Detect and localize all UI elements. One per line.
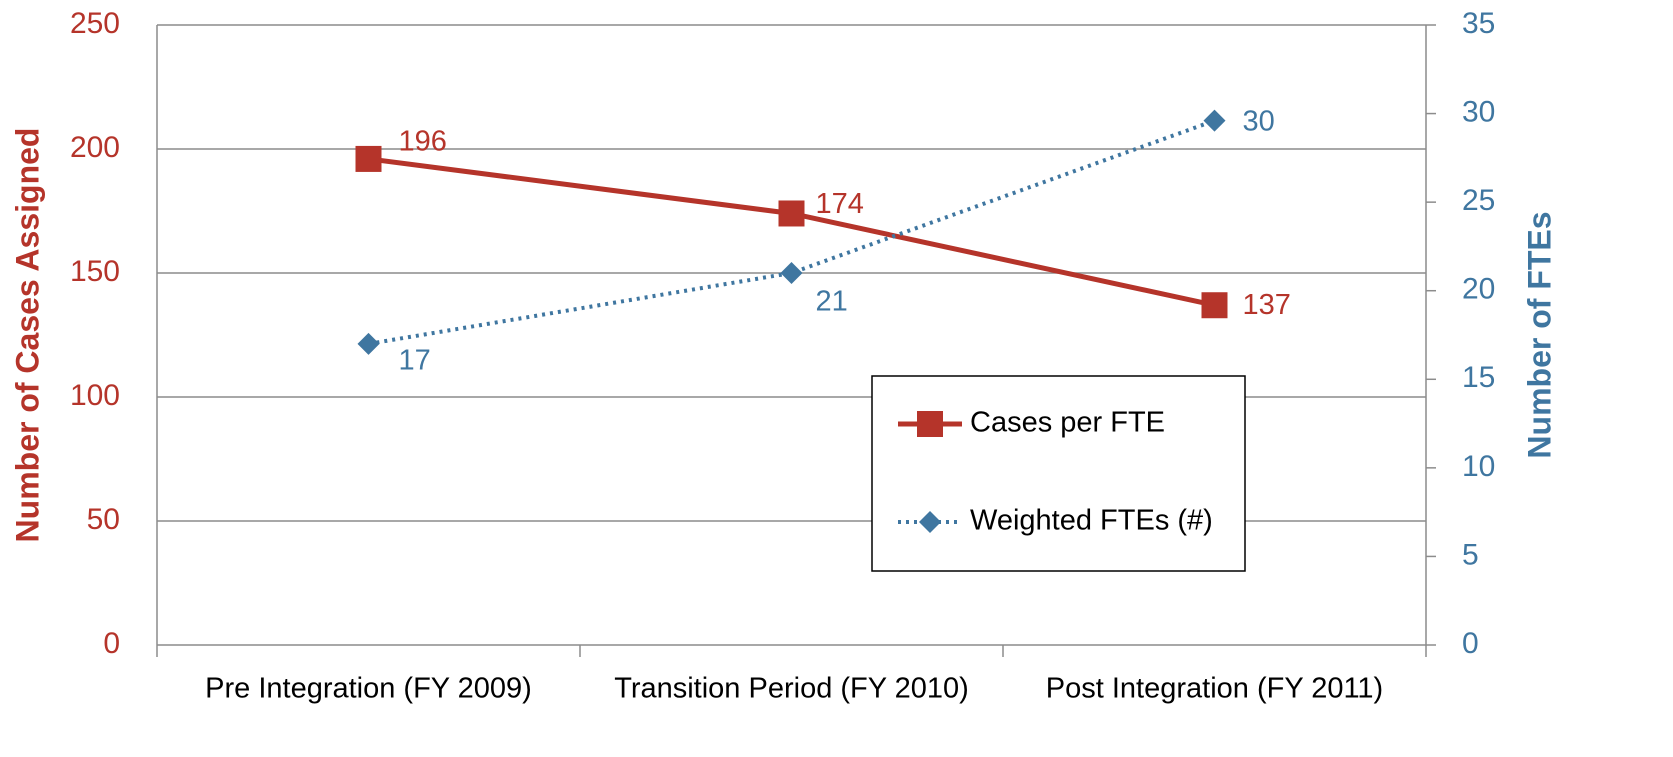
y-tick-label: 100 xyxy=(70,379,120,412)
y2-tick-label: 35 xyxy=(1462,7,1495,40)
legend-label: Weighted FTEs (#) xyxy=(970,505,1213,537)
marker xyxy=(1203,109,1226,132)
data-label: 21 xyxy=(816,286,848,318)
y-tick-label: 50 xyxy=(87,503,120,536)
marker xyxy=(917,411,943,437)
y-tick-label: 150 xyxy=(70,255,120,288)
y2-tick-label: 25 xyxy=(1462,184,1495,217)
x-tick-label: Transition Period (FY 2010) xyxy=(614,673,969,705)
y2-tick-label: 10 xyxy=(1462,450,1495,483)
marker xyxy=(357,332,380,355)
legend-box xyxy=(871,375,1246,572)
y-tick-label: 200 xyxy=(70,131,120,164)
y2-tick-label: 0 xyxy=(1462,627,1479,660)
line xyxy=(368,118,1216,346)
data-label: 17 xyxy=(399,345,431,377)
x-tick-label: Post Integration (FY 2011) xyxy=(1046,673,1383,705)
legend: Cases per FTE Weighted FTEs (#) xyxy=(871,375,1246,572)
y2-tick-label: 30 xyxy=(1462,95,1495,128)
marker xyxy=(355,145,382,172)
data-label: 196 xyxy=(399,126,447,158)
y2-tick-label: 15 xyxy=(1462,361,1495,394)
data-label: 174 xyxy=(816,188,864,220)
marker xyxy=(780,262,803,284)
y-tick-label: 0 xyxy=(103,627,120,660)
y2-axis-title: Number of FTEs xyxy=(1521,211,1557,458)
y2-tick-label: 20 xyxy=(1462,273,1495,306)
data-label: 137 xyxy=(1243,289,1291,321)
legend-label: Cases per FTE xyxy=(970,407,1165,439)
y-tick-label: 250 xyxy=(70,7,120,40)
y-axis-title: Number of Cases Assigned xyxy=(9,128,45,543)
y2-tick-label: 5 xyxy=(1462,538,1479,571)
data-label: 30 xyxy=(1243,105,1275,137)
marker xyxy=(1201,292,1228,319)
x-tick-label: Pre Integration (FY 2009) xyxy=(205,673,532,705)
marker xyxy=(919,511,941,533)
marker xyxy=(778,200,805,227)
